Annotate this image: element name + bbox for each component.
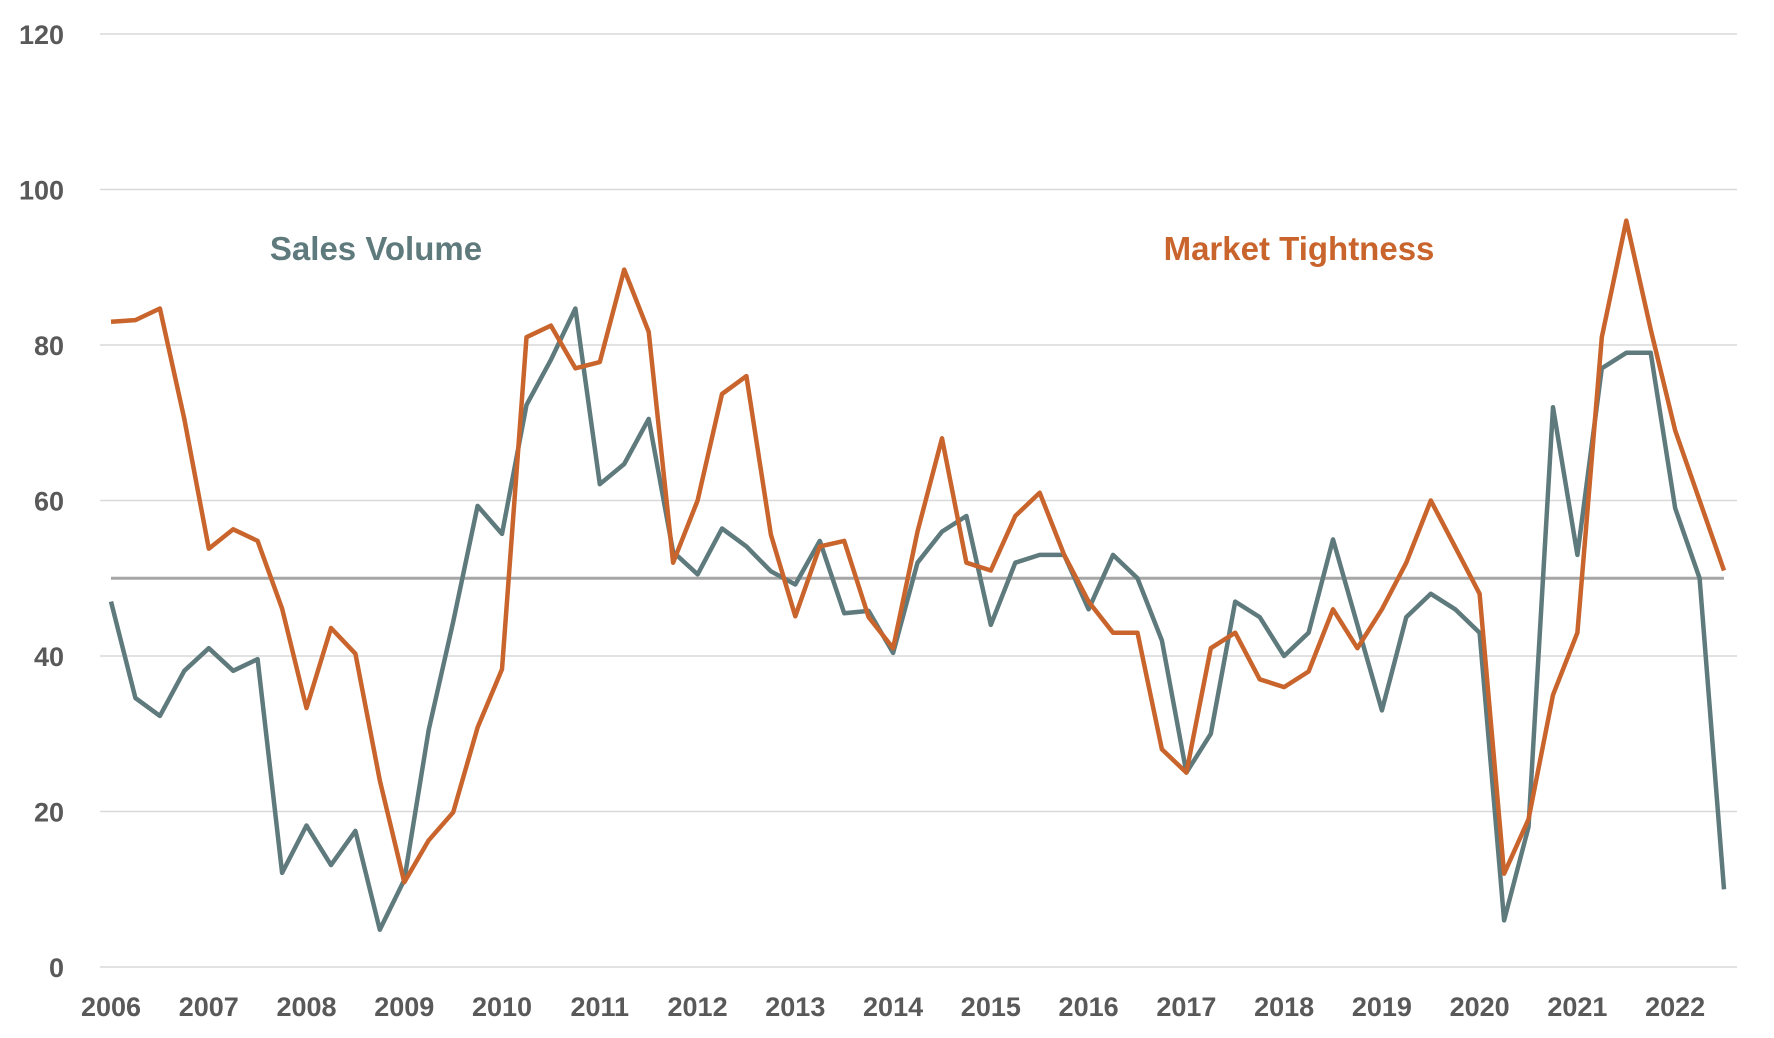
y-tick-label: 120 — [19, 20, 64, 50]
y-tick-label: 60 — [34, 487, 64, 517]
x-tick-label: 2010 — [472, 992, 532, 1022]
y-tick-label: 40 — [34, 642, 64, 672]
x-tick-label: 2006 — [81, 992, 141, 1022]
series-label-sales-volume: Sales Volume — [270, 230, 482, 267]
x-tick-label: 2021 — [1547, 992, 1607, 1022]
series-line-market-tightness — [110, 218, 1727, 885]
x-tick-label: 2011 — [571, 992, 630, 1022]
x-tick-label: 2013 — [765, 992, 825, 1022]
x-tick-label: 2012 — [668, 992, 728, 1022]
x-tick-label: 2017 — [1156, 992, 1216, 1022]
y-tick-label: 80 — [34, 331, 64, 361]
x-tick-label: 2009 — [374, 992, 434, 1022]
y-tick-label: 100 — [19, 176, 64, 206]
x-tick-label: 2015 — [961, 992, 1021, 1022]
x-tick-label: 2007 — [179, 992, 239, 1022]
x-tick-label: 2008 — [276, 992, 336, 1022]
series-label-market-tightness: Market Tightness — [1164, 230, 1435, 267]
y-tick-label: 0 — [49, 953, 64, 983]
x-tick-label: 2022 — [1645, 992, 1705, 1022]
x-tick-label: 2019 — [1352, 992, 1412, 1022]
x-tick-label: 2018 — [1254, 992, 1314, 1022]
y-tick-label: 20 — [34, 798, 64, 828]
x-tick-label: 2016 — [1059, 992, 1119, 1022]
x-tick-label: 2020 — [1450, 992, 1510, 1022]
x-tick-label: 2014 — [863, 992, 923, 1022]
